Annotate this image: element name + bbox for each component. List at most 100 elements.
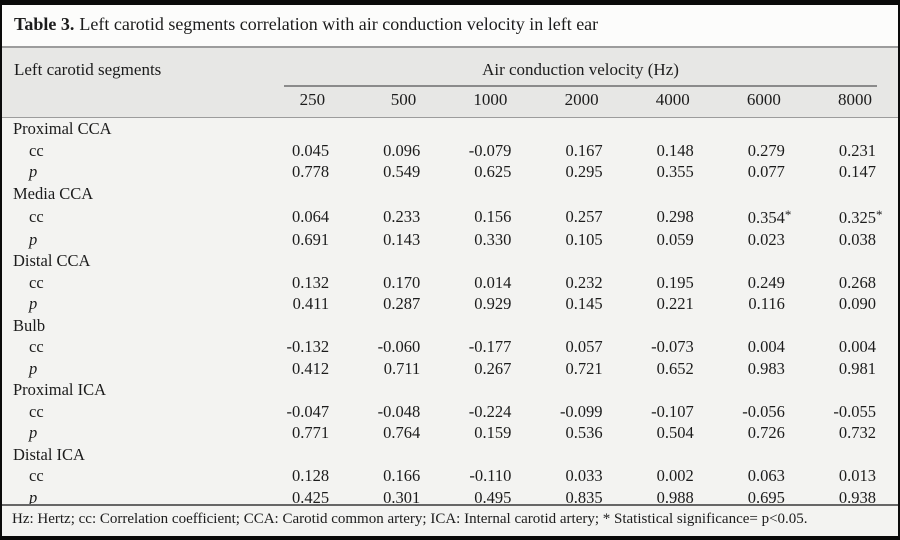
- value-cell: 0.233: [383, 206, 421, 226]
- value-cell: 0.143: [383, 229, 421, 249]
- value-cell: -0.055: [833, 401, 876, 421]
- cc-row: cc 0.064 0.233 0.156 0.257 0.298 0.354* 0.325*: [2, 204, 898, 229]
- value-cell: 0.014: [474, 272, 512, 292]
- value-cell: 0.711: [383, 358, 421, 378]
- value-cell: -0.079: [468, 140, 512, 160]
- row-label-p: p: [29, 487, 38, 507]
- value-cell: 0.301: [383, 487, 421, 507]
- value-cell: -0.099: [559, 401, 603, 421]
- value-cell: 0.412: [292, 358, 330, 378]
- row-label-cc: cc: [29, 466, 44, 485]
- value-cell: -0.132: [286, 337, 330, 356]
- value-cell: 0.355: [656, 162, 694, 181]
- row-label-cc: cc: [29, 337, 44, 356]
- value-cell: 0.771: [292, 423, 330, 442]
- value-cell: 0.132: [292, 272, 330, 292]
- row-label-p: p: [29, 358, 38, 378]
- value-cell: -0.060: [377, 337, 421, 356]
- value-cell: 0.938: [838, 487, 876, 507]
- value-cell: 0.983: [747, 358, 785, 378]
- value-cell: 0.549: [383, 162, 421, 181]
- cc-row: cc -0.132 -0.060 -0.177 0.057 -0.073 0.004 0.00…: [2, 336, 898, 358]
- value-cell: 0.013: [838, 466, 876, 485]
- cc-row: cc 0.045 0.096 -0.079 0.167 0.148 0.279 0.231: [2, 140, 898, 162]
- value-cell: 0.268: [838, 272, 876, 292]
- value-cell: 0.033: [565, 466, 603, 485]
- value-cell: -0.047: [286, 401, 330, 421]
- value-cell: 0.221: [656, 294, 694, 313]
- value-cell: -0.177: [468, 337, 512, 356]
- p-row: p 0.412 0.711 0.267 0.721 0.652 0.983 0.981: [2, 358, 898, 380]
- value-cell: 0.232: [565, 272, 603, 292]
- row-label-cc: cc: [29, 140, 44, 160]
- value-cell: 0.167: [565, 140, 603, 160]
- frequency-header: 1000: [442, 87, 534, 118]
- value-cell: 0.064: [292, 206, 330, 226]
- row-label-cc: cc: [29, 401, 44, 421]
- value-cell: 0.425: [292, 487, 330, 507]
- frequency-group-header: Air conduction velocity (Hz): [284, 60, 877, 87]
- value-cell: 0.057: [565, 337, 603, 356]
- value-cell: 0.625: [474, 162, 512, 181]
- table-header: Left carotid segments Air conduction vel…: [2, 48, 898, 118]
- value-cell: 0.257: [565, 206, 603, 226]
- value-cell: 0.325*: [838, 207, 883, 227]
- header-group-row: Left carotid segments Air conduction vel…: [2, 48, 898, 87]
- value-cell: 0.695: [747, 487, 785, 507]
- table-caption: Left carotid segments correlation with a…: [79, 14, 599, 34]
- p-row: p 0.411 0.287 0.929 0.145 0.221 0.116 0.090: [2, 293, 898, 315]
- value-cell: -0.107: [651, 401, 694, 421]
- frequency-row: 250 500 1000 2000 4000 6000 8000: [2, 87, 898, 118]
- table-body: Proximal CCA cc 0.045 0.096 -0.079 0.167 0.148…: [2, 118, 898, 509]
- value-cell: 0.147: [838, 162, 876, 181]
- value-cell: 0.145: [565, 294, 603, 313]
- value-cell: 0.504: [656, 423, 694, 442]
- value-cell: -0.056: [742, 401, 785, 421]
- value-cell: -0.224: [468, 401, 512, 421]
- row-label-p: p: [29, 423, 38, 442]
- value-cell: 0.059: [656, 229, 694, 249]
- p-row: p 0.425 0.301 0.495 0.835 0.988 0.695 0.938: [2, 487, 898, 509]
- p-row: p 0.778 0.549 0.625 0.295 0.355 0.077 0.147: [2, 161, 898, 183]
- table-title: Table 3. Left carotid segments correlatio…: [2, 5, 898, 48]
- frequency-header: 2000: [533, 87, 625, 118]
- value-cell: 0.249: [747, 272, 785, 292]
- value-cell: 0.764: [383, 423, 421, 442]
- table-number: Table 3.: [14, 14, 75, 34]
- value-cell: 0.411: [292, 294, 330, 313]
- value-cell: 0.116: [748, 294, 785, 313]
- value-cell: 0.981: [838, 358, 876, 378]
- value-cell: 0.652: [656, 358, 694, 378]
- value-cell: 0.156: [474, 206, 512, 226]
- value-cell: 0.778: [292, 162, 330, 181]
- value-cell: 0.691: [292, 229, 330, 249]
- frequency-row-spacer: [2, 87, 260, 118]
- value-cell: 0.267: [474, 358, 512, 378]
- value-cell: 0.090: [838, 294, 876, 313]
- row-label-cc: cc: [29, 272, 44, 292]
- segment-row: Bulb: [2, 315, 898, 337]
- segment-row: Distal ICA: [2, 444, 898, 466]
- correlation-table: Left carotid segments Air conduction vel…: [2, 48, 898, 508]
- value-cell: 0.330: [474, 229, 512, 249]
- row-label-p: p: [29, 229, 38, 249]
- cc-row: cc 0.132 0.170 0.014 0.232 0.195 0.249 0.268: [2, 272, 898, 294]
- p-row: p 0.771 0.764 0.159 0.536 0.504 0.726 0.732: [2, 422, 898, 444]
- frequency-header: 4000: [624, 87, 716, 118]
- segment-name: Proximal ICA: [13, 380, 107, 399]
- value-cell: -0.073: [651, 337, 694, 356]
- value-cell: 0.148: [656, 140, 694, 160]
- value-cell: 0.159: [474, 423, 512, 442]
- segment-name: Proximal CCA: [13, 119, 112, 138]
- value-cell: 0.835: [565, 487, 603, 507]
- value-cell: 0.170: [383, 272, 421, 292]
- value-cell: 0.004: [838, 337, 876, 356]
- value-cell: 0.023: [747, 229, 785, 249]
- row-label-p: p: [29, 294, 38, 313]
- value-cell: 0.295: [565, 162, 603, 181]
- frequency-header: 6000: [715, 87, 807, 118]
- left-column-header: Left carotid segments: [2, 48, 260, 87]
- value-cell: 0.726: [747, 423, 785, 442]
- value-cell: 0.077: [747, 162, 785, 181]
- value-cell: 0.063: [747, 466, 785, 485]
